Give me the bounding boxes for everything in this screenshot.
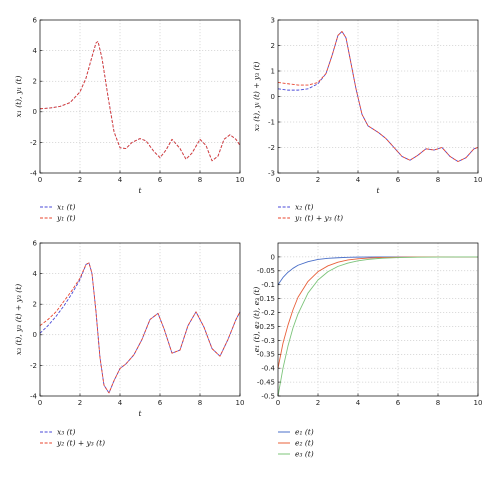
chart-x1-y1: 0 2 4 6 8 10 -4 -2 0 2 4 6 t x₁ (t), y₁ (t) x₁ (t) y₁ (… <box>14 16 244 222</box>
y-tick-label: 2 <box>33 301 37 309</box>
y-tick-label: 2 <box>33 78 37 86</box>
y-tick-label: 2 <box>271 42 275 50</box>
chart-x3-y2-plus-y3: 0 2 4 6 8 10 -4 -2 0 2 4 6 t x₃ (t), y₂ (t) + y₃ (t) x… <box>14 239 244 447</box>
x-tick-label: 0 <box>276 399 280 407</box>
y-tick-label: 6 <box>33 16 38 24</box>
x-tick-label: 8 <box>198 399 202 407</box>
y-tick-label: -0.3 <box>261 337 275 345</box>
x-tick-label: 2 <box>316 176 320 184</box>
x-tick-label: 0 <box>38 399 42 407</box>
chart-errors-e1-e2-e3: 0 2 4 6 8 10 0 -0.05 -0.1 -0.15 -0.2 -0.25 -0.3 -0.35… <box>252 242 483 459</box>
x-tick-label: 6 <box>158 176 163 184</box>
y-tick-label: 4 <box>33 270 38 278</box>
y-tick-label: -3 <box>268 169 275 177</box>
series-line-0 <box>39 40 241 162</box>
x-tick-label: 4 <box>118 399 123 407</box>
plot-frame <box>39 19 241 174</box>
x-tick-label: 10 <box>236 399 245 407</box>
x-tick-label: 2 <box>78 176 82 184</box>
legend-label-1: y₂ (t) + y₃ (t) <box>56 439 105 448</box>
legend-label-0: e₁ (t) <box>295 428 314 437</box>
x-tick-label: 8 <box>198 176 202 184</box>
series-line-2 <box>277 256 478 397</box>
y-tick-label: -4 <box>30 392 38 400</box>
x-tick-label: 2 <box>78 399 82 407</box>
y-tick-label: -0.45 <box>257 378 275 386</box>
y-tick-label: 4 <box>33 47 38 55</box>
legend-label-0: x₁ (t) <box>57 203 76 212</box>
x-tick-label: 10 <box>474 176 483 184</box>
x-tick-label: 10 <box>474 399 483 407</box>
y-tick-label: 0 <box>33 331 37 339</box>
chart-x2-y1-plus-y3: 0 2 4 6 8 10 -3 -2 -1 0 1 2 3 t x₂ (t), yᵢ (t) + y₃ (t… <box>252 16 482 222</box>
y-tick-label: 0 <box>271 93 275 101</box>
y-tick-label: -4 <box>30 169 38 177</box>
y-axis-label: x₃ (t), y₂ (t) + y₃ (t) <box>14 284 23 355</box>
y-tick-label: 0 <box>271 253 275 261</box>
y-axis-label: x₁ (t), y₁ (t) <box>14 76 23 118</box>
legend-label-1: e₂ (t) <box>295 439 314 448</box>
series-line-1 <box>39 40 241 162</box>
x-axis-label: t <box>376 186 380 195</box>
y-tick-label: -0.25 <box>257 323 275 331</box>
series-line-0 <box>39 262 241 394</box>
y-tick-label: -0.5 <box>261 392 275 400</box>
plot-frame <box>39 242 241 397</box>
y-tick-label: -0.15 <box>257 295 275 303</box>
y-tick-label: -0.35 <box>257 351 275 359</box>
y-axis-label: x₂ (t), yᵢ (t) + y₃ (t) <box>252 62 261 132</box>
x-tick-label: 4 <box>356 399 361 407</box>
x-tick-label: 10 <box>236 176 245 184</box>
x-tick-label: 0 <box>276 176 280 184</box>
x-axis-label: t <box>138 186 142 195</box>
x-tick-label: 4 <box>356 176 361 184</box>
x-tick-label: 4 <box>118 176 123 184</box>
y-tick-label: -2 <box>30 139 37 147</box>
legend-label-1: y₁ (t) + y₃ (t) <box>294 214 343 223</box>
y-tick-label: 0 <box>33 108 37 116</box>
y-tick-label: 6 <box>33 239 38 247</box>
y-tick-label: -0.05 <box>257 267 275 275</box>
x-tick-label: 6 <box>396 399 401 407</box>
series-line-1 <box>39 262 241 394</box>
legend-label-1: y₁ (t) <box>56 214 76 223</box>
x-tick-label: 8 <box>436 176 440 184</box>
y-tick-label: -0.1 <box>261 281 275 289</box>
y-tick-label: -2 <box>30 362 37 370</box>
y-axis-label: e₁ (t), e₂ (t), e₃ (t) <box>252 287 261 353</box>
legend-label-0: x₃ (t) <box>57 428 76 437</box>
x-tick-label: 0 <box>38 176 42 184</box>
y-tick-label: -0.2 <box>261 309 275 317</box>
x-axis-label: t <box>138 409 142 418</box>
plot-frame <box>277 242 479 397</box>
y-tick-label: 3 <box>271 16 275 24</box>
legend-label-0: x₂ (t) <box>295 203 314 212</box>
y-tick-label: 1 <box>271 67 275 75</box>
x-tick-label: 8 <box>436 399 440 407</box>
x-tick-label: 6 <box>158 399 163 407</box>
x-tick-label: 2 <box>316 399 320 407</box>
y-tick-label: -1 <box>268 118 275 126</box>
y-tick-label: -0.4 <box>261 365 275 373</box>
legend-label-2: e₃ (t) <box>295 450 314 459</box>
y-tick-label: -2 <box>268 144 275 152</box>
x-tick-label: 6 <box>396 176 401 184</box>
series-line-1 <box>277 31 479 162</box>
